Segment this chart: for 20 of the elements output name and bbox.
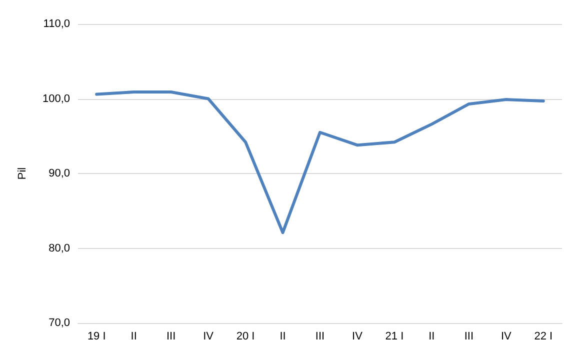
x-tick-label: 21 I (385, 330, 404, 342)
y-axis-title: Pil (16, 167, 28, 180)
x-tick-label: 22 I (534, 330, 553, 342)
x-tick-label: IV (500, 330, 512, 342)
x-tick-label: III (166, 330, 176, 342)
x-tick-label: IV (352, 330, 364, 342)
x-tick-label: II (428, 330, 435, 342)
x-tick-label: III (464, 330, 474, 342)
x-tick-label: 20 I (236, 330, 255, 342)
y-tick-label: 80,0 (48, 242, 70, 254)
x-tick-label: 19 I (87, 330, 106, 342)
line-series (95, 90, 545, 234)
x-tick-label: III (315, 330, 325, 342)
x-tick-label: IV (203, 330, 214, 342)
y-tick-label: 100,0 (42, 92, 70, 105)
y-tick-label: 90,0 (48, 168, 70, 180)
y-tick-label: 110,0 (43, 18, 70, 30)
y-tick-label: 70,0 (48, 317, 70, 329)
x-tick-label: II (280, 330, 286, 342)
x-tick-label: II (130, 330, 137, 342)
